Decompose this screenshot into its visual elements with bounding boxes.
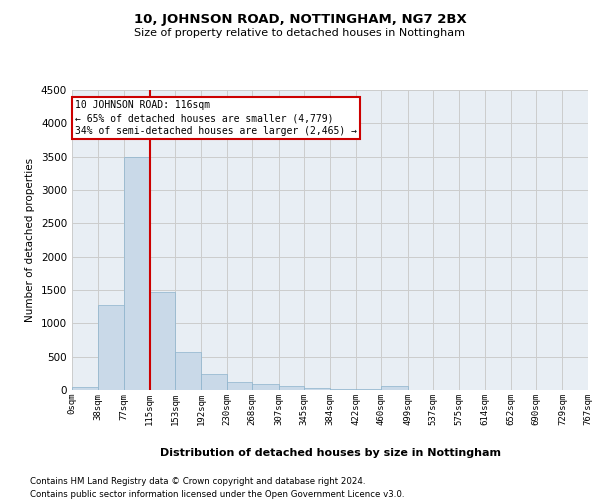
Text: Contains HM Land Registry data © Crown copyright and database right 2024.: Contains HM Land Registry data © Crown c… <box>30 478 365 486</box>
Bar <box>72 388 98 390</box>
Bar <box>304 388 331 390</box>
Bar <box>175 352 201 390</box>
Bar <box>227 382 252 390</box>
Text: 10, JOHNSON ROAD, NOTTINGHAM, NG7 2BX: 10, JOHNSON ROAD, NOTTINGHAM, NG7 2BX <box>134 12 466 26</box>
Text: Size of property relative to detached houses in Nottingham: Size of property relative to detached ho… <box>134 28 466 38</box>
Bar <box>98 304 124 390</box>
Bar <box>278 386 304 390</box>
Bar <box>331 388 356 390</box>
Text: Distribution of detached houses by size in Nottingham: Distribution of detached houses by size … <box>160 448 500 458</box>
Bar <box>201 374 227 390</box>
Bar <box>382 386 408 390</box>
Y-axis label: Number of detached properties: Number of detached properties <box>25 158 35 322</box>
Text: Contains public sector information licensed under the Open Government Licence v3: Contains public sector information licen… <box>30 490 404 499</box>
Text: 10 JOHNSON ROAD: 116sqm
← 65% of detached houses are smaller (4,779)
34% of semi: 10 JOHNSON ROAD: 116sqm ← 65% of detache… <box>74 100 356 136</box>
Bar <box>252 384 278 390</box>
Bar <box>149 292 175 390</box>
Bar <box>124 156 149 390</box>
